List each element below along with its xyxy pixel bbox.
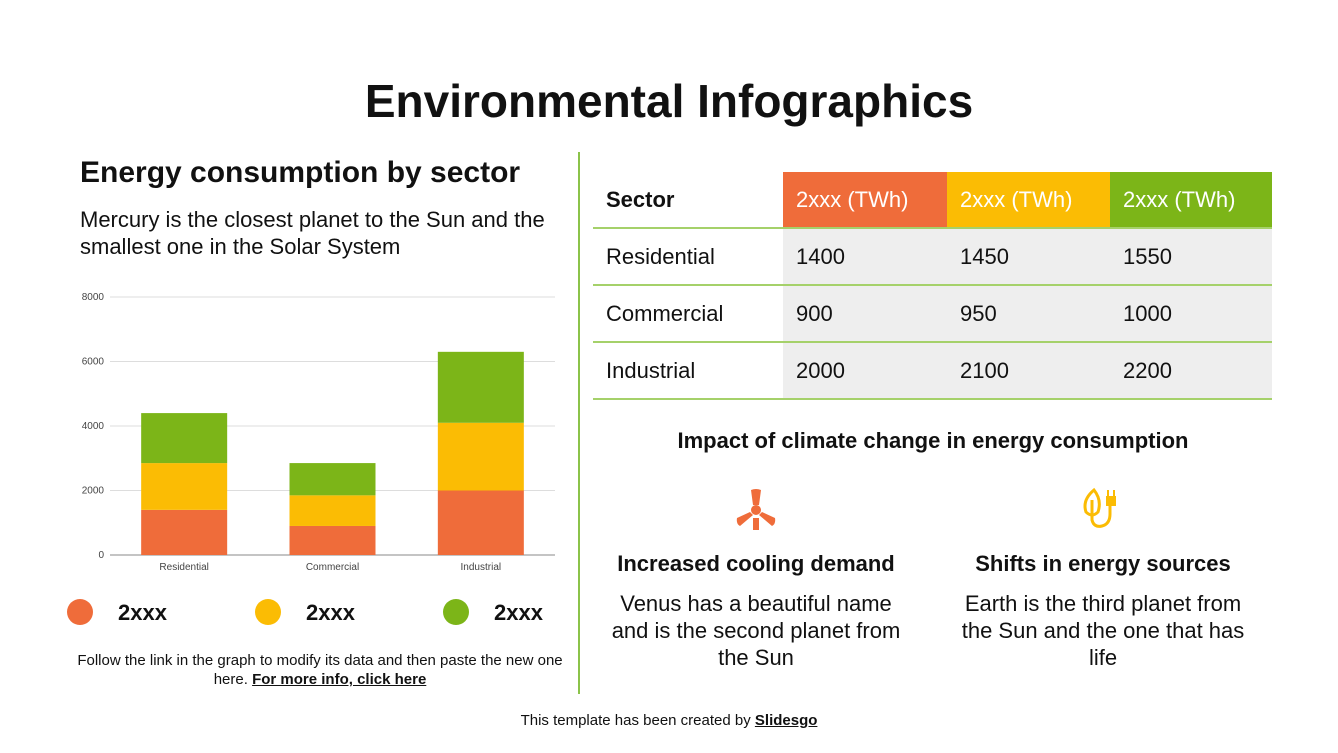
note: Follow the link in the graph to modify i… xyxy=(70,651,570,689)
y-tick-label: 6000 xyxy=(82,357,105,368)
impact-title: Shifts in energy sources xyxy=(975,551,1231,576)
plug-leaf-icon xyxy=(1083,487,1116,528)
bar-segment xyxy=(141,463,228,510)
section-heading: Energy consumption by sector xyxy=(80,156,521,189)
legend-label: 2xxx xyxy=(306,600,356,625)
fan-icon xyxy=(736,489,776,530)
table-row: Commercial 900 950 1000 xyxy=(593,285,1272,343)
table-cell: 1550 xyxy=(1110,228,1272,286)
legend-marker xyxy=(443,599,469,625)
bar-segment xyxy=(437,422,524,491)
x-tick-label: Commercial xyxy=(306,562,359,573)
legend-marker xyxy=(255,599,281,625)
title: Environmental Infographics xyxy=(364,75,974,127)
footer-link[interactable]: Slidesgo xyxy=(754,712,818,729)
bar-segment xyxy=(289,495,376,526)
y-tick-label: 2000 xyxy=(82,486,105,497)
bar-segment xyxy=(141,509,228,555)
divider xyxy=(578,152,580,694)
data-table: Sector 2xxx (TWh) 2xxx (TWh) 2xxx (TWh) Resi… xyxy=(593,172,1272,400)
legend-label: 2xxx xyxy=(494,600,544,625)
table-cell: Residential xyxy=(593,228,783,286)
table-cell: 1450 xyxy=(947,228,1110,286)
chart: 0 2000 4000 6000 8000 Residential Commercial In… xyxy=(67,292,555,625)
subtitle: Mercury is the closest planet to the Sun… xyxy=(80,207,545,259)
legend-marker xyxy=(67,599,93,625)
bar-segment xyxy=(437,351,524,423)
table-row: Industrial 2000 2100 2200 xyxy=(593,342,1272,400)
footer: This template has been created by Slides… xyxy=(0,712,1338,729)
note-text: Follow the link in the graph to modify i… xyxy=(77,652,563,688)
legend-label: 2xxx xyxy=(118,600,168,625)
table-cell: Industrial xyxy=(593,342,783,400)
header-cell: 2xxx (TWh) xyxy=(947,172,1110,229)
bar-segment xyxy=(289,525,376,555)
y-tick-label: 0 xyxy=(98,550,104,561)
impact-heading: Impact of climate change in energy consu… xyxy=(677,428,1189,453)
table-cell: Commercial xyxy=(593,285,783,343)
table-cell: 1000 xyxy=(1110,285,1272,343)
y-tick-label: 4000 xyxy=(82,421,105,432)
header-cell: Sector xyxy=(593,172,783,229)
impact-title: Increased cooling demand xyxy=(617,551,895,576)
bar-segment xyxy=(437,490,524,555)
impact-text: Earth is the third planet from the Sun a… xyxy=(961,591,1245,670)
table-row: Residential 1400 1450 1550 xyxy=(593,228,1272,286)
table-cell: 2000 xyxy=(783,342,947,400)
table-cell: 950 xyxy=(947,285,1110,343)
x-tick-label: Industrial xyxy=(461,562,502,573)
table-cell: 900 xyxy=(783,285,947,343)
impact-text: Venus has a beautiful name and is the se… xyxy=(611,591,901,670)
bar-segment xyxy=(141,413,228,464)
footer-text: This template has been created by xyxy=(520,712,751,729)
header-row: Sector 2xxx (TWh) 2xxx (TWh) 2xxx (TWh) xyxy=(593,172,1272,229)
header-cell: 2xxx (TWh) xyxy=(783,172,947,229)
x-tick-label: Residential xyxy=(159,562,208,573)
table-cell: 2100 xyxy=(947,342,1110,400)
bar-segment xyxy=(289,463,376,496)
header-cell: 2xxx (TWh) xyxy=(1110,172,1272,229)
info-link[interactable]: For more info, click here xyxy=(252,671,427,688)
table-cell: 1400 xyxy=(783,228,947,286)
table-cell: 2200 xyxy=(1110,342,1272,400)
y-tick-label: 8000 xyxy=(82,292,105,303)
